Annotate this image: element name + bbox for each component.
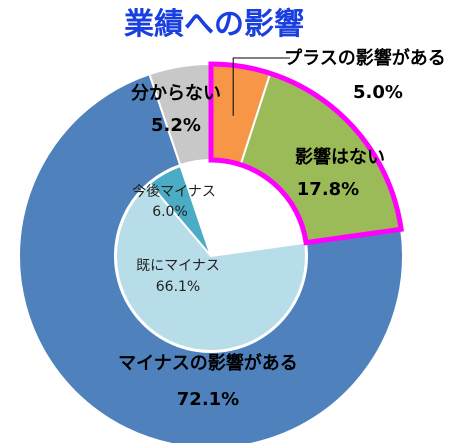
leader-lines bbox=[232, 57, 290, 116]
outer-label-value-3: 72.1% bbox=[177, 389, 239, 410]
outer-label-category-3: マイナスの影響がある bbox=[118, 352, 298, 374]
outer-label-category-2: 影響はない bbox=[295, 146, 385, 168]
inner-label-category-1: 既にマイナス bbox=[136, 258, 220, 274]
inner-slice-2 bbox=[148, 164, 212, 257]
inner-label-value-2: 6.0% bbox=[152, 204, 188, 220]
outer-label-category-4: 分からない bbox=[131, 83, 221, 104]
outer-label-value-2: 17.8% bbox=[297, 179, 359, 200]
chart-title: 業績への影響 bbox=[124, 7, 304, 42]
labels-group: プラスの影響がある 5.0% 影響はない 17.8% マイナスの影響がある 72.1% 分か… bbox=[118, 47, 446, 410]
slices-group bbox=[18, 62, 404, 443]
highlight-group bbox=[208, 61, 404, 246]
outer-label-category-1: プラスの影響がある bbox=[284, 47, 446, 69]
inner-label-value-1: 66.1% bbox=[156, 279, 200, 295]
inner-label-category-2: 今後マイナス bbox=[132, 184, 216, 200]
highlight-outline bbox=[208, 61, 404, 246]
outer-label-value-1: 5.0% bbox=[353, 82, 403, 103]
leader-line bbox=[232, 57, 290, 116]
inner-slice-1 bbox=[115, 182, 307, 352]
outer-label-value-4: 5.2% bbox=[151, 115, 201, 136]
